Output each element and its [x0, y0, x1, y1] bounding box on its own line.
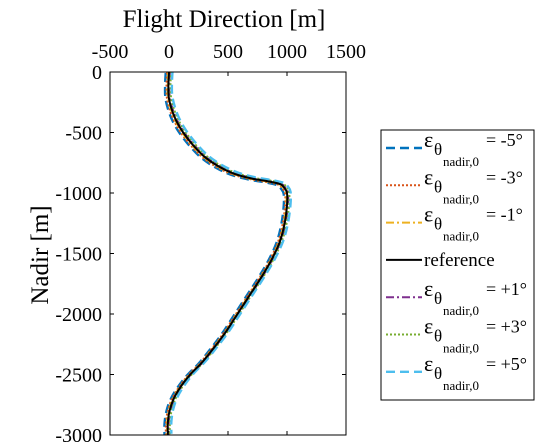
legend-value-2: = -1°: [486, 205, 523, 225]
y-tick-label: -2500: [55, 365, 102, 387]
x-tick-label: 0: [164, 41, 174, 63]
legend-theta-4: θ: [434, 289, 442, 308]
legend-epsilon-4: ε: [424, 276, 433, 301]
x-axis-ticks: -500 0 500 1000 1500: [92, 41, 366, 435]
legend-theta-5: θ: [434, 327, 442, 346]
y-axis-ticks: 0 -500 -1000 -1500 -2000 -2500 -3000: [55, 62, 346, 447]
plot-frame: [109, 71, 347, 436]
legend-value-4: = +1°: [486, 279, 527, 299]
legend-label-3: reference: [424, 250, 495, 271]
series-line-0: [163, 72, 286, 435]
legend-subscript-2: nadir,0: [443, 229, 479, 244]
legend-epsilon-5: ε: [424, 314, 433, 339]
legend-subscript-5: nadir,0: [443, 341, 479, 356]
legend-epsilon-2: ε: [424, 202, 433, 227]
legend-theta-1: θ: [434, 177, 442, 196]
y-tick-label: -1000: [55, 183, 102, 205]
legend-value-1: = -3°: [486, 167, 523, 187]
x-tick-label: 500: [213, 41, 243, 63]
legend-theta-6: θ: [434, 364, 442, 383]
legend-value-0: = -5°: [486, 130, 523, 150]
y-tick-label: -3000: [55, 425, 102, 447]
y-tick-label: 0: [92, 62, 102, 84]
legend-epsilon-0: ε: [424, 127, 433, 152]
legend-epsilon-1: ε: [424, 164, 433, 189]
series-line-1: [164, 72, 287, 435]
y-tick-label: -500: [65, 123, 102, 145]
series-line-6: [170, 72, 293, 434]
legend-subscript-1: nadir,0: [443, 191, 479, 206]
x-tick-label: 1500: [326, 41, 366, 63]
legend-value-6: = +5°: [486, 354, 527, 374]
series-lines: [163, 72, 293, 435]
legend-box: [380, 129, 535, 401]
legend-theta-2: θ: [434, 215, 442, 234]
x-tick-label: -500: [92, 41, 129, 63]
y-tick-label: -1500: [55, 244, 102, 266]
y-tick-label: -2000: [55, 304, 102, 326]
series-line-5: [168, 72, 291, 435]
legend-subscript-4: nadir,0: [443, 303, 479, 318]
legend-subscript-6: nadir,0: [443, 378, 479, 393]
legend-subscript-0: nadir,0: [443, 154, 479, 169]
series-line-3: [166, 72, 289, 435]
y-axis-label: Nadir [m]: [27, 205, 54, 304]
legend-epsilon-6: ε: [424, 351, 433, 376]
legend-theta-0: θ: [434, 140, 442, 159]
x-axis-label: Flight Direction [m]: [123, 6, 326, 33]
legend-value-5: = +3°: [486, 317, 527, 337]
x-tick-label: 1000: [267, 41, 307, 63]
